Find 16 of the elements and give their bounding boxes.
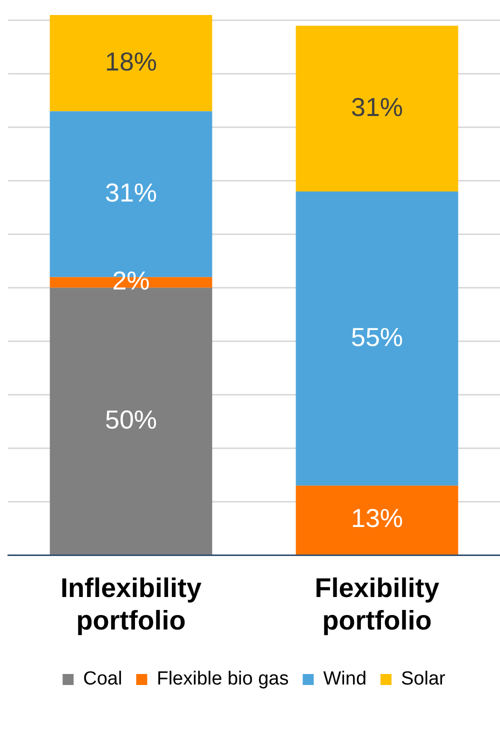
bar — [296, 486, 458, 554]
legend-label: Coal — [83, 668, 122, 690]
bar — [296, 192, 458, 486]
data-label: 31% — [350, 92, 404, 122]
legend-label: Wind — [323, 668, 367, 690]
data-label: 55% — [350, 322, 404, 352]
data-label: 18% — [104, 46, 158, 76]
bar — [296, 26, 458, 192]
data-label: 31% — [104, 177, 158, 208]
x-tick-label: Flexibility portfolio — [314, 572, 440, 636]
bar — [50, 15, 212, 112]
legend-label: Flexible bio gas — [156, 668, 289, 690]
data-label: 13% — [350, 503, 404, 534]
legend-label: Solar — [401, 668, 446, 690]
data-label: 50% — [104, 404, 158, 434]
x-tick-label: Inflexibility portfolio — [60, 572, 202, 636]
